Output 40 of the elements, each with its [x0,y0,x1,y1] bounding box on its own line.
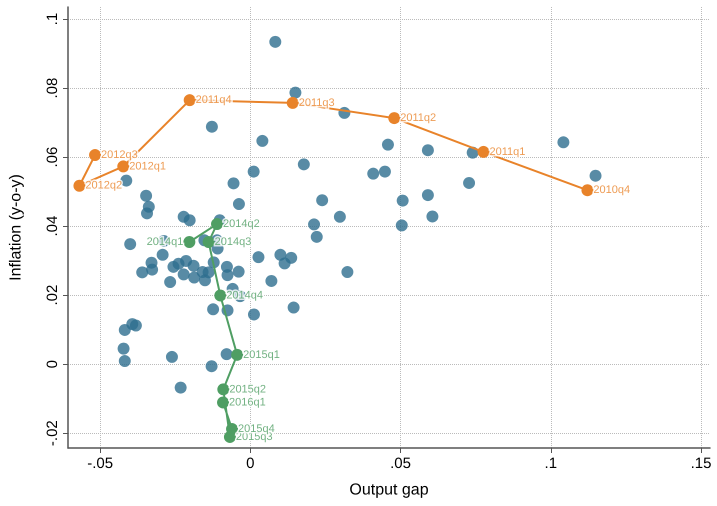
point [184,94,196,106]
point [231,348,244,361]
point [217,383,230,396]
annotation: 2011q3 [298,96,335,109]
annotation: 2011q2 [400,112,436,124]
annotation: 2015q1 [243,348,280,361]
x-tick-label: 0 [246,455,255,472]
y-tick-label: .1 [44,12,61,26]
annotation: 2015q2 [229,383,266,396]
point [286,96,299,109]
annotation: 2014q2 [223,218,260,230]
point [581,184,594,196]
y-tick-label: 0 [44,360,61,368]
point [211,218,224,230]
annotation: 2012q1 [129,160,166,172]
x-tick-label: .05 [390,455,411,472]
point [89,149,102,162]
point [226,423,238,436]
x-axis-title: Output gap [349,482,429,498]
y-axis-title: Inflation (y-o-y) [8,174,24,281]
annotation: 2011q1 [489,146,526,158]
point [73,180,86,192]
point [214,289,226,302]
y-tick-label: -.02 [44,420,61,446]
annotation: 2016q1 [229,396,266,408]
annotation: 2012q2 [85,180,122,192]
annotation: 2010q4 [593,184,630,196]
point [388,112,400,124]
point [202,236,215,248]
x-tick-label: .1 [544,455,558,472]
point [217,396,230,408]
y-tick-label: .02 [44,284,61,306]
point [183,236,196,248]
point [117,160,130,172]
x-tick-label: .15 [690,455,712,472]
point [477,146,490,158]
y-tick-label: .08 [44,78,61,99]
y-tick-label: .06 [44,146,61,168]
y-tick-label: .04 [44,216,61,237]
x-tick-label: -.05 [87,455,114,472]
